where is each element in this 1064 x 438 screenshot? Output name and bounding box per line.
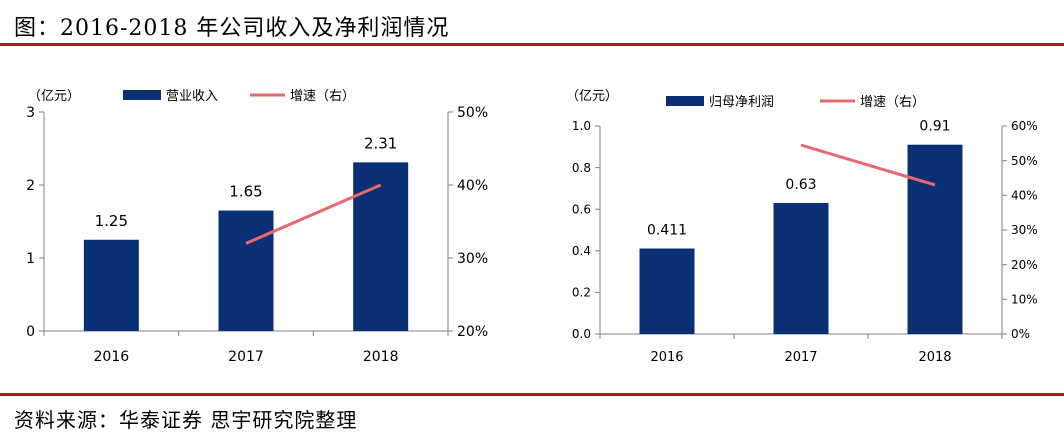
growth-line — [800, 143, 936, 187]
bar-value-label: 2.31 — [364, 134, 397, 152]
y-tick-label-right: 0% — [1011, 327, 1030, 341]
legend-bar-swatch — [123, 90, 161, 100]
unit-label: （亿元） — [566, 89, 618, 104]
y-tick-label-left: 0.2 — [572, 286, 591, 300]
legend-bar-label: 营业收入 — [166, 89, 218, 104]
legend-bar-swatch — [666, 96, 704, 106]
title-rule — [0, 43, 1064, 46]
source-rule — [0, 393, 1064, 396]
y-tick-label-right: 30% — [1011, 223, 1038, 237]
y-tick-label-left: 2 — [26, 178, 35, 194]
x-tick-label: 2018 — [363, 349, 399, 365]
y-tick-label-left: 1 — [26, 251, 35, 267]
x-tick-label: 2016 — [94, 349, 130, 365]
y-tick-label-left: 0 — [26, 324, 35, 340]
bar-value-label: 0.63 — [785, 177, 816, 193]
y-tick-label-left: 0.4 — [572, 244, 591, 258]
bar-value-label: 0.91 — [919, 119, 950, 135]
legend-line-label: 增速（右） — [290, 89, 355, 104]
revenue-chart: （亿元） 营业收入 增速（右） 0 1 2 3 20% 30% 40% 50% 1.25 2016… — [26, 89, 488, 365]
y-tick-label-right: 30% — [457, 251, 488, 267]
net-profit-chart: （亿元） 归母净利润 增速（右） 0.0 0.2 0.4 0.6 0.8 1.0 0% 10%… — [566, 89, 1038, 365]
bar-value-label: 1.65 — [229, 183, 262, 201]
x-tick-label: 2017 — [228, 349, 264, 365]
x-tick-label: 2017 — [784, 350, 817, 365]
bar — [353, 162, 409, 331]
figure-title: 图：2016-2018 年公司收入及净利润情况 — [14, 16, 450, 41]
y-tick-label-left: 0.0 — [572, 327, 591, 341]
unit-label: （亿元） — [28, 89, 80, 104]
bar — [773, 202, 829, 334]
bar-value-label: 0.411 — [647, 223, 687, 239]
y-tick-label-left: 0.6 — [572, 202, 591, 216]
bar — [83, 239, 139, 331]
growth-line — [245, 183, 382, 245]
y-tick-label-right: 20% — [457, 324, 488, 340]
bar — [639, 248, 695, 334]
x-tick-label: 2016 — [650, 350, 683, 365]
y-tick-label-left: 3 — [26, 105, 35, 121]
x-tick-label: 2018 — [918, 350, 951, 365]
legend-bar-label: 归母净利润 — [709, 95, 774, 110]
y-tick-label-right: 60% — [1011, 119, 1038, 133]
y-tick-label-right: 40% — [1011, 189, 1038, 203]
y-tick-label-left: 1.0 — [572, 119, 591, 133]
source-note: 资料来源：华泰证券 思宇研究院整理 — [14, 408, 358, 432]
y-tick-label-right: 10% — [1011, 293, 1038, 307]
bar-value-label: 1.25 — [95, 212, 128, 230]
bar — [218, 210, 274, 331]
legend-line-label: 增速（右） — [860, 95, 925, 110]
y-tick-label-right: 50% — [1011, 154, 1038, 168]
y-tick-label-right: 40% — [457, 178, 488, 194]
bar — [907, 144, 963, 334]
y-tick-label-left: 0.8 — [572, 161, 591, 175]
y-tick-label-right: 20% — [1011, 258, 1038, 272]
y-tick-label-right: 50% — [457, 105, 488, 121]
